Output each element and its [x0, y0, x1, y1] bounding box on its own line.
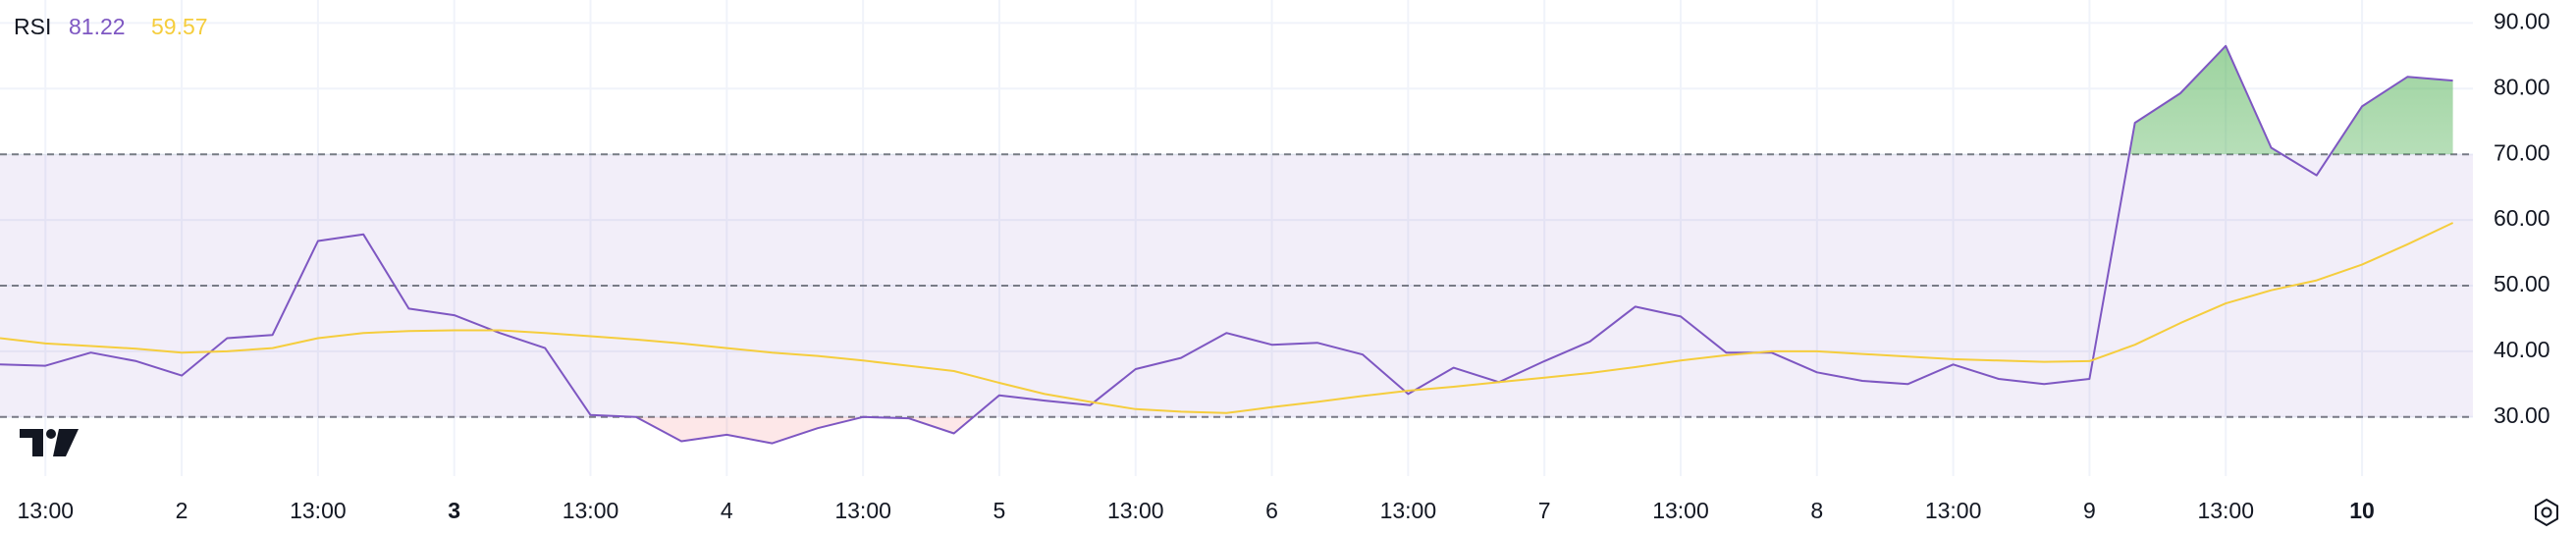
legend-value: 59.57 — [151, 14, 208, 39]
band-fill — [0, 154, 2473, 417]
y-tick-label: 60.00 — [2494, 205, 2550, 231]
x-tick-label: 8 — [1810, 498, 1823, 523]
x-tick-label: 3 — [448, 498, 460, 523]
y-tick-label: 70.00 — [2494, 139, 2550, 165]
series-line — [0, 222, 2454, 414]
y-tick-label: 50.00 — [2494, 271, 2550, 296]
x-tick-label: 2 — [176, 498, 188, 523]
x-tick-label: 4 — [721, 498, 733, 523]
x-tick-label: 10 — [2349, 498, 2375, 523]
settings-icon[interactable] — [2535, 498, 2558, 527]
y-tick-label: 90.00 — [2494, 8, 2550, 33]
legend-value: 81.22 — [69, 14, 126, 39]
x-tick-label: 6 — [1265, 498, 1278, 523]
y-tick-label: 80.00 — [2494, 74, 2550, 99]
overbought-fill — [2129, 45, 2453, 155]
series-line — [0, 44, 2453, 445]
indicator-title: RSI — [14, 14, 51, 39]
x-tick-label: 9 — [2083, 498, 2096, 523]
x-tick-label: 13:00 — [290, 498, 347, 523]
x-tick-label: 13:00 — [1107, 498, 1164, 523]
x-tick-label: 5 — [993, 498, 1006, 523]
x-tick-label: 13:00 — [1652, 498, 1709, 523]
x-tick-label: 13:00 — [1925, 498, 1982, 523]
y-tick-label: 30.00 — [2494, 402, 2550, 428]
logo — [20, 429, 79, 456]
oversold-fill — [635, 416, 974, 444]
x-tick-label: 13:00 — [834, 498, 891, 523]
y-tick-label: 40.00 — [2494, 337, 2550, 362]
x-tick-label: 13:00 — [1380, 498, 1437, 523]
x-tick-label: 13:00 — [17, 498, 74, 523]
x-tick-label: 7 — [1538, 498, 1551, 523]
x-tick-label: 13:00 — [2197, 498, 2254, 523]
x-tick-label: 13:00 — [563, 498, 619, 523]
